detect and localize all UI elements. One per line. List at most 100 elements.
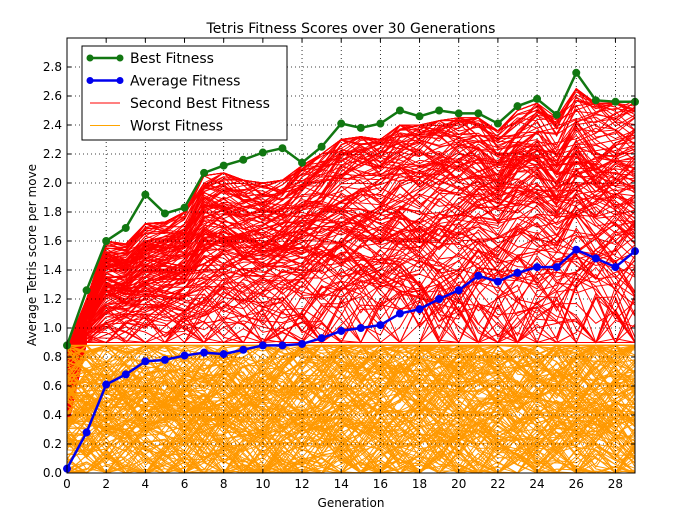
legend-marker bbox=[116, 54, 124, 62]
x-tick-label: 28 bbox=[608, 477, 623, 491]
average-fitness-point bbox=[376, 321, 385, 330]
best-fitness-point bbox=[356, 123, 365, 132]
population-line-upper bbox=[66, 161, 636, 406]
population-line-upper bbox=[66, 96, 636, 371]
best-fitness-point bbox=[121, 223, 130, 232]
y-tick-label: 1.2 bbox=[43, 292, 62, 306]
population-line-upper bbox=[66, 261, 636, 429]
average-fitness-point bbox=[415, 305, 424, 314]
best-fitness-point bbox=[454, 109, 463, 118]
population-line-upper bbox=[66, 276, 636, 430]
x-tick-label: 18 bbox=[412, 477, 427, 491]
best-fitness-point bbox=[611, 97, 620, 106]
population-line-lower bbox=[66, 402, 636, 474]
average-fitness-point bbox=[474, 271, 483, 280]
y-tick-label: 1.0 bbox=[43, 321, 62, 335]
population-lines bbox=[66, 87, 636, 474]
legend-worst-fitness-label: Worst Fitness bbox=[130, 119, 223, 135]
best-fitness-point bbox=[102, 237, 111, 245]
best-fitness-point bbox=[493, 119, 502, 128]
average-fitness-point bbox=[82, 428, 91, 437]
population-line-lower bbox=[66, 344, 636, 474]
best-fitness-point bbox=[317, 142, 326, 151]
population-line-lower bbox=[66, 344, 636, 474]
population-line-lower bbox=[66, 351, 636, 474]
plot-frame bbox=[66, 37, 636, 474]
population-line-upper bbox=[66, 87, 636, 361]
population-line-upper bbox=[66, 172, 636, 353]
x-tick-label: 12 bbox=[294, 477, 309, 491]
best-fitness-point bbox=[435, 106, 444, 115]
legend-marker bbox=[116, 77, 124, 84]
x-tick-label: 24 bbox=[529, 477, 544, 491]
population-line-lower bbox=[66, 344, 636, 474]
x-axis-label: Generation bbox=[318, 496, 385, 510]
average-fitness-point bbox=[611, 263, 620, 272]
y-tick-label: 2.6 bbox=[43, 89, 62, 103]
average-fitness-point bbox=[141, 357, 150, 366]
average-fitness-point bbox=[258, 341, 267, 350]
best-fitness-point bbox=[591, 96, 600, 105]
population-line-upper bbox=[66, 227, 636, 376]
population-line-lower bbox=[66, 344, 636, 474]
population-line-upper bbox=[66, 102, 636, 416]
population-line-upper bbox=[66, 175, 636, 380]
y-axis-label: Average Tetris score per move bbox=[25, 164, 39, 346]
population-line-lower bbox=[66, 351, 636, 461]
average-fitness-point bbox=[121, 370, 130, 379]
average-fitness-point bbox=[395, 309, 404, 318]
x-tick-label: 0 bbox=[63, 477, 71, 491]
population-line-lower bbox=[66, 344, 636, 459]
population-line-lower bbox=[66, 344, 636, 465]
population-line-lower bbox=[66, 344, 636, 474]
legend-marker bbox=[86, 54, 94, 62]
population-line-upper bbox=[66, 99, 636, 427]
series-lines bbox=[63, 68, 639, 474]
population-line-upper bbox=[66, 126, 636, 364]
population-line-upper bbox=[66, 123, 636, 370]
population-line-upper bbox=[66, 266, 636, 403]
average-fitness-point bbox=[435, 295, 444, 303]
y-tick-label: 0.4 bbox=[43, 408, 62, 422]
legend-average-fitness-label: Average Fitness bbox=[130, 74, 240, 90]
x-tick-label: 10 bbox=[255, 477, 270, 491]
x-tick-label: 6 bbox=[181, 477, 189, 491]
population-line-upper bbox=[66, 288, 636, 421]
average-fitness-point bbox=[317, 334, 326, 343]
legend: Best Fitness Average Fitness Second Best F… bbox=[81, 45, 288, 141]
population-line-lower bbox=[66, 356, 636, 474]
population-line-upper bbox=[66, 236, 636, 416]
population-line-lower bbox=[66, 344, 636, 453]
y-tick-label: 1.4 bbox=[43, 263, 62, 277]
x-tick-label: 26 bbox=[569, 477, 584, 491]
average-fitness-point bbox=[102, 380, 111, 389]
best-fitness-point bbox=[180, 203, 189, 212]
grid bbox=[66, 38, 635, 474]
average-fitness-point bbox=[591, 254, 600, 263]
population-line-upper bbox=[66, 215, 636, 398]
axis-ticks: 0 2 4 6 8 10 12 14 16 18 20 22 24 26 280.00.20.40.60.8… bbox=[43, 38, 635, 491]
best-fitness-point bbox=[219, 161, 228, 170]
legend-second-best-fitness-label: Second Best Fitness bbox=[130, 96, 270, 112]
population-line-upper bbox=[66, 251, 636, 392]
y-tick-label: 2.0 bbox=[43, 176, 62, 190]
population-line-lower bbox=[66, 344, 636, 432]
population-line-lower bbox=[66, 370, 636, 474]
best-fitness-point bbox=[572, 68, 581, 77]
y-tick-label: 2.2 bbox=[43, 147, 62, 161]
population-line-upper bbox=[66, 153, 636, 392]
x-tick-label: 8 bbox=[220, 477, 228, 491]
best-fitness-point bbox=[141, 190, 150, 199]
best-fitness-point bbox=[513, 102, 522, 111]
population-line-lower bbox=[66, 344, 636, 457]
x-tick-label: 20 bbox=[451, 477, 466, 491]
second-best-fitness-line bbox=[66, 88, 636, 346]
average-fitness-point bbox=[513, 268, 522, 277]
population-line-lower bbox=[66, 344, 635, 388]
population-line-upper bbox=[66, 224, 636, 403]
population-line-lower bbox=[66, 374, 636, 469]
average-fitness-point bbox=[200, 348, 209, 357]
best-fitness-point bbox=[474, 109, 483, 118]
best-fitness-point bbox=[160, 209, 169, 218]
